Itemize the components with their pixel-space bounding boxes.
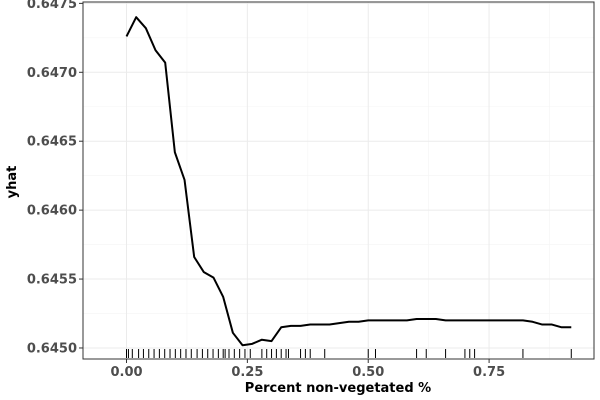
y-tick-label: 0.6460 (27, 204, 77, 219)
y-tick-label: 0.6470 (27, 66, 77, 81)
x-tick-label: 0.50 (352, 365, 384, 380)
y-tick-label: 0.6455 (27, 273, 77, 288)
y-tick-label: 0.6475 (27, 0, 77, 12)
y-axis-ticks: 0.6450 0.6455 0.6460 0.6465 0.6470 0.6475 (27, 0, 83, 356)
y-tick-label: 0.6450 (27, 341, 77, 356)
x-tick-label: 0.75 (473, 365, 505, 380)
x-tick-label: 0.00 (110, 365, 142, 380)
series-layer (125, 16, 572, 347)
y-tick-label: 0.6465 (27, 135, 77, 150)
x-axis-ticks: 0.00 0.25 0.50 0.75 (110, 359, 505, 380)
panel-border (82, 1, 595, 360)
rug-marks (126, 349, 572, 358)
x-axis-title: Percent non-vegetated % (245, 381, 431, 396)
series-line (125, 16, 572, 347)
x-tick-label: 0.25 (231, 365, 263, 380)
y-axis-title: yhat (5, 166, 20, 199)
grid-lines (83, 2, 594, 359)
